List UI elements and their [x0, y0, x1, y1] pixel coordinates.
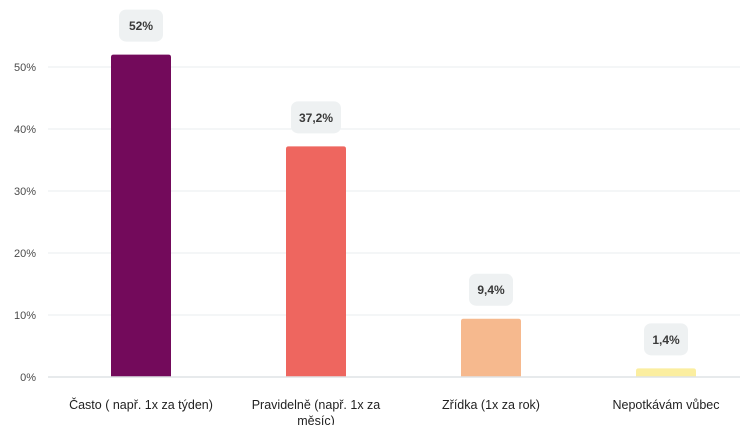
data-label: 1,4%: [652, 333, 680, 347]
x-tick-label: Často ( např. 1x za týden): [69, 397, 213, 412]
bar: [461, 318, 521, 377]
data-label: 37,2%: [299, 111, 333, 125]
y-tick-label: 40%: [14, 124, 36, 136]
bar: [111, 54, 171, 377]
x-tick-label: Nepotkávám vůbec: [612, 398, 719, 412]
y-tick-label: 10%: [14, 310, 36, 322]
data-label-layer: 52% 37,2% 9,4% 1,4%: [119, 9, 688, 356]
data-label-background: [469, 273, 513, 306]
axis-layer: 0% 10% 20% 30% 40% 50% Často ( např. 1x za týd…: [14, 62, 740, 425]
data-label-background: [119, 9, 163, 42]
x-tick-label: Pravidelně (např. 1x za měsíc): [252, 398, 381, 425]
x-tick-label-line: Často ( např. 1x za týden): [69, 397, 213, 412]
data-label: 52%: [129, 19, 153, 33]
data-label: 9,4%: [477, 283, 505, 297]
data-label-background: [291, 101, 341, 134]
y-tick-label: 0%: [20, 372, 36, 384]
x-tick-label-line: Zřídka (1x za rok): [442, 398, 540, 412]
y-tick-label: 30%: [14, 186, 36, 198]
x-tick-label-line: Pravidelně (např. 1x za: [252, 398, 381, 412]
x-tick-label-line: Nepotkávám vůbec: [612, 398, 719, 412]
y-tick-label: 20%: [14, 248, 36, 260]
data-label-background: [644, 323, 688, 356]
bar: [636, 368, 696, 377]
bar: [286, 146, 346, 377]
x-tick-label-line: měsíc): [297, 414, 335, 425]
bar-layer: [111, 54, 696, 377]
y-tick-label: 50%: [14, 62, 36, 74]
x-tick-label: Zřídka (1x za rok): [442, 398, 540, 412]
